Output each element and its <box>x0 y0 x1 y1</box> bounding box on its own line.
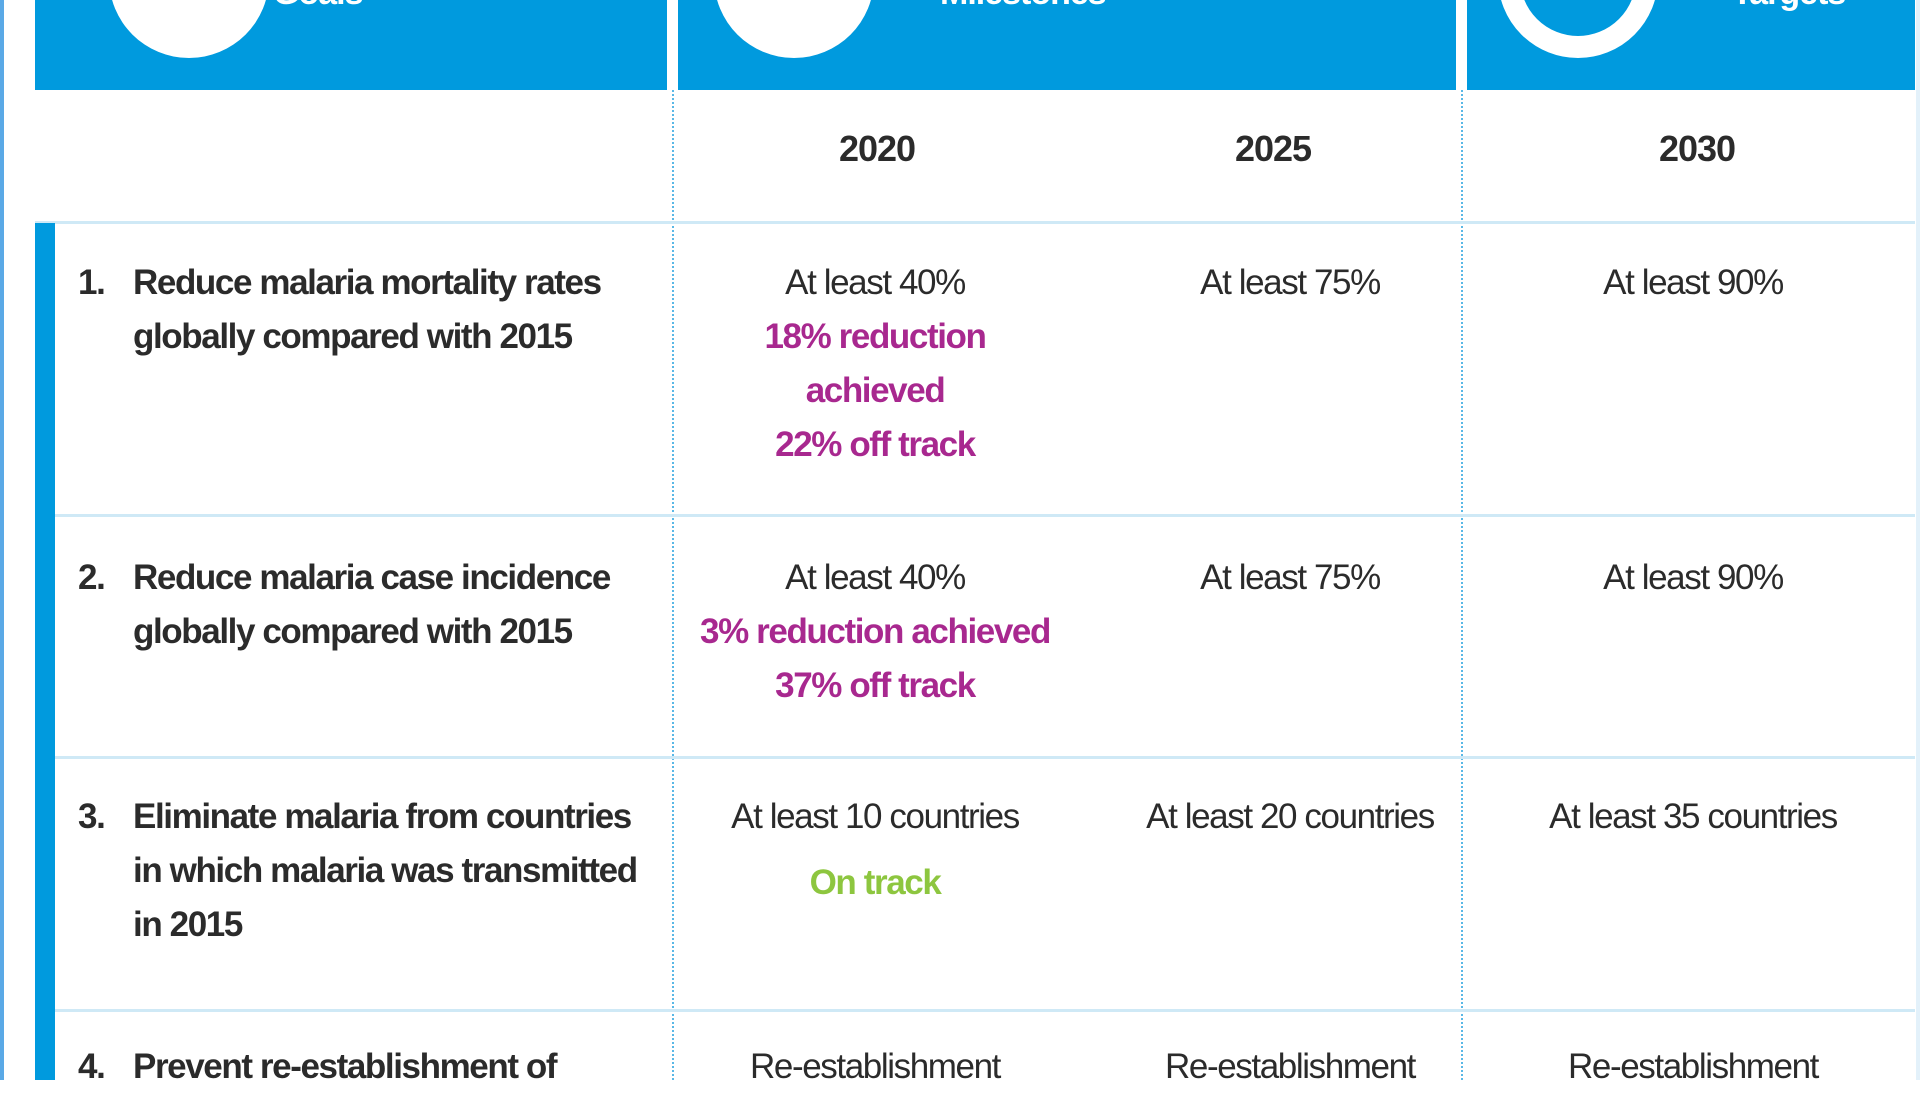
status-text: achieved <box>805 371 946 410</box>
row-divider <box>35 756 1915 759</box>
goal-text-line: globally compared with 2015 <box>133 612 573 651</box>
status-text: 37% off track <box>775 666 976 705</box>
column-divider <box>1461 90 1463 1080</box>
goal-number: 2. <box>78 558 106 597</box>
goal-text-line: in 2015 <box>133 905 243 944</box>
page-right-border <box>1916 0 1920 1080</box>
header-milestones: Milestones <box>678 0 1456 90</box>
year-2025: 2025 <box>1234 128 1312 169</box>
goal-row-1: 1. Reduce malaria mortality rates globall… <box>78 256 658 364</box>
milestone-2020-row-4: Re-establishment <box>750 1047 1001 1086</box>
milestone-value: At least 40% <box>785 263 966 302</box>
target-2030-row-2: At least 90% <box>1603 558 1784 597</box>
status-text: 18% reduction <box>764 317 986 356</box>
goal-row-2: 2. Reduce malaria case incidence globally… <box>78 551 658 659</box>
goal-number: 3. <box>78 797 106 836</box>
target-2030-row-3: At least 35 countries <box>1549 797 1838 836</box>
header-goals: Goals <box>35 0 667 90</box>
milestone-2020-row-3: At least 10 countries On track <box>731 790 1020 910</box>
row-divider <box>35 221 1915 224</box>
goal-text-line: Eliminate malaria from countries <box>133 797 632 836</box>
milestone-2020-row-1: At least 40% 18% reduction achieved 22% … <box>764 256 986 472</box>
goal-number: 4. <box>78 1047 106 1086</box>
milestone-2025-row-1: At least 75% <box>1200 263 1381 302</box>
milestones-icon <box>714 0 874 58</box>
goal-row-4: 4. Prevent re-establishment of <box>78 1040 658 1094</box>
milestone-2020-row-2: At least 40% 3% reduction achieved 37% o… <box>700 551 1051 713</box>
status-text: 3% reduction achieved <box>700 612 1051 651</box>
target-2030-row-1: At least 90% <box>1603 263 1784 302</box>
header-milestones-title: Milestones <box>940 0 1107 13</box>
target-2030-row-4: Re-establishment <box>1568 1047 1819 1086</box>
goal-text-line: in which malaria was transmitted <box>133 851 638 890</box>
header-targets-title: Targets <box>1732 0 1846 13</box>
milestone-2025-row-3: At least 20 countries <box>1146 797 1435 836</box>
goal-text-line: Reduce malaria mortality rates <box>133 263 602 302</box>
row-divider <box>35 514 1915 517</box>
row-divider <box>35 1009 1915 1012</box>
goal-row-3: 3. Eliminate malaria from countries in wh… <box>78 790 658 952</box>
milestone-value: At least 10 countries <box>731 797 1020 836</box>
goal-number: 1. <box>78 263 106 302</box>
page-left-border <box>0 0 4 1080</box>
goal-text-line: Reduce malaria case incidence <box>133 558 611 597</box>
header-goals-title: Goals <box>273 0 363 13</box>
header-targets: Targets <box>1467 0 1915 90</box>
year-2030: 2030 <box>1658 128 1736 169</box>
column-divider <box>672 90 674 1080</box>
milestone-2025-row-4: Re-establishment <box>1165 1047 1416 1086</box>
status-text: On track <box>809 863 942 902</box>
status-text: 22% off track <box>775 425 976 464</box>
year-2020: 2020 <box>838 128 916 169</box>
goals-accent-bar <box>35 223 55 1080</box>
goals-icon <box>109 0 269 58</box>
goal-text-line: globally compared with 2015 <box>133 317 573 356</box>
milestone-value: At least 40% <box>785 558 966 597</box>
targets-icon <box>1498 0 1658 58</box>
goal-text-line: Prevent re-establishment of <box>133 1047 558 1086</box>
milestone-2025-row-2: At least 75% <box>1200 558 1381 597</box>
